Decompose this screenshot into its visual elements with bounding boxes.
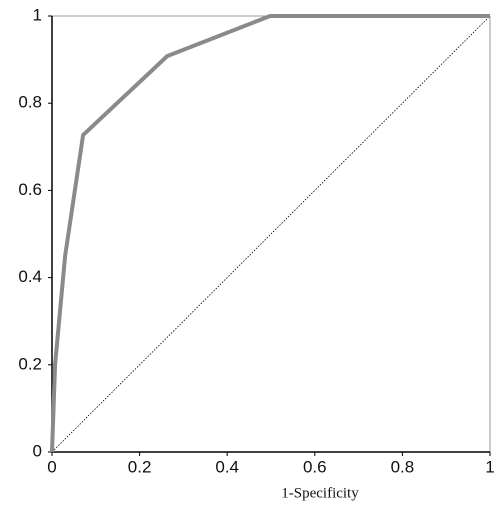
y-tick-label: 0 <box>33 441 42 460</box>
diagonal-reference <box>51 15 491 453</box>
x-axis-label: 1-Specificity <box>281 485 359 501</box>
x-tick-label: 0.6 <box>303 457 327 476</box>
y-tick-label: 1 <box>33 5 42 24</box>
x-tick-label: 0 <box>47 457 56 476</box>
x-tick-label: 0.4 <box>215 457 239 476</box>
y-tick-label: 0.6 <box>18 180 42 199</box>
x-tick-label: 0.8 <box>391 457 415 476</box>
x-tick-label: 1 <box>485 457 494 476</box>
y-tick-label: 0.2 <box>18 354 42 373</box>
y-tick-label: 0.8 <box>18 93 42 112</box>
y-tick-label: 0.4 <box>18 267 42 286</box>
roc-curve <box>50 14 490 453</box>
x-tick-label: 0.2 <box>128 457 152 476</box>
